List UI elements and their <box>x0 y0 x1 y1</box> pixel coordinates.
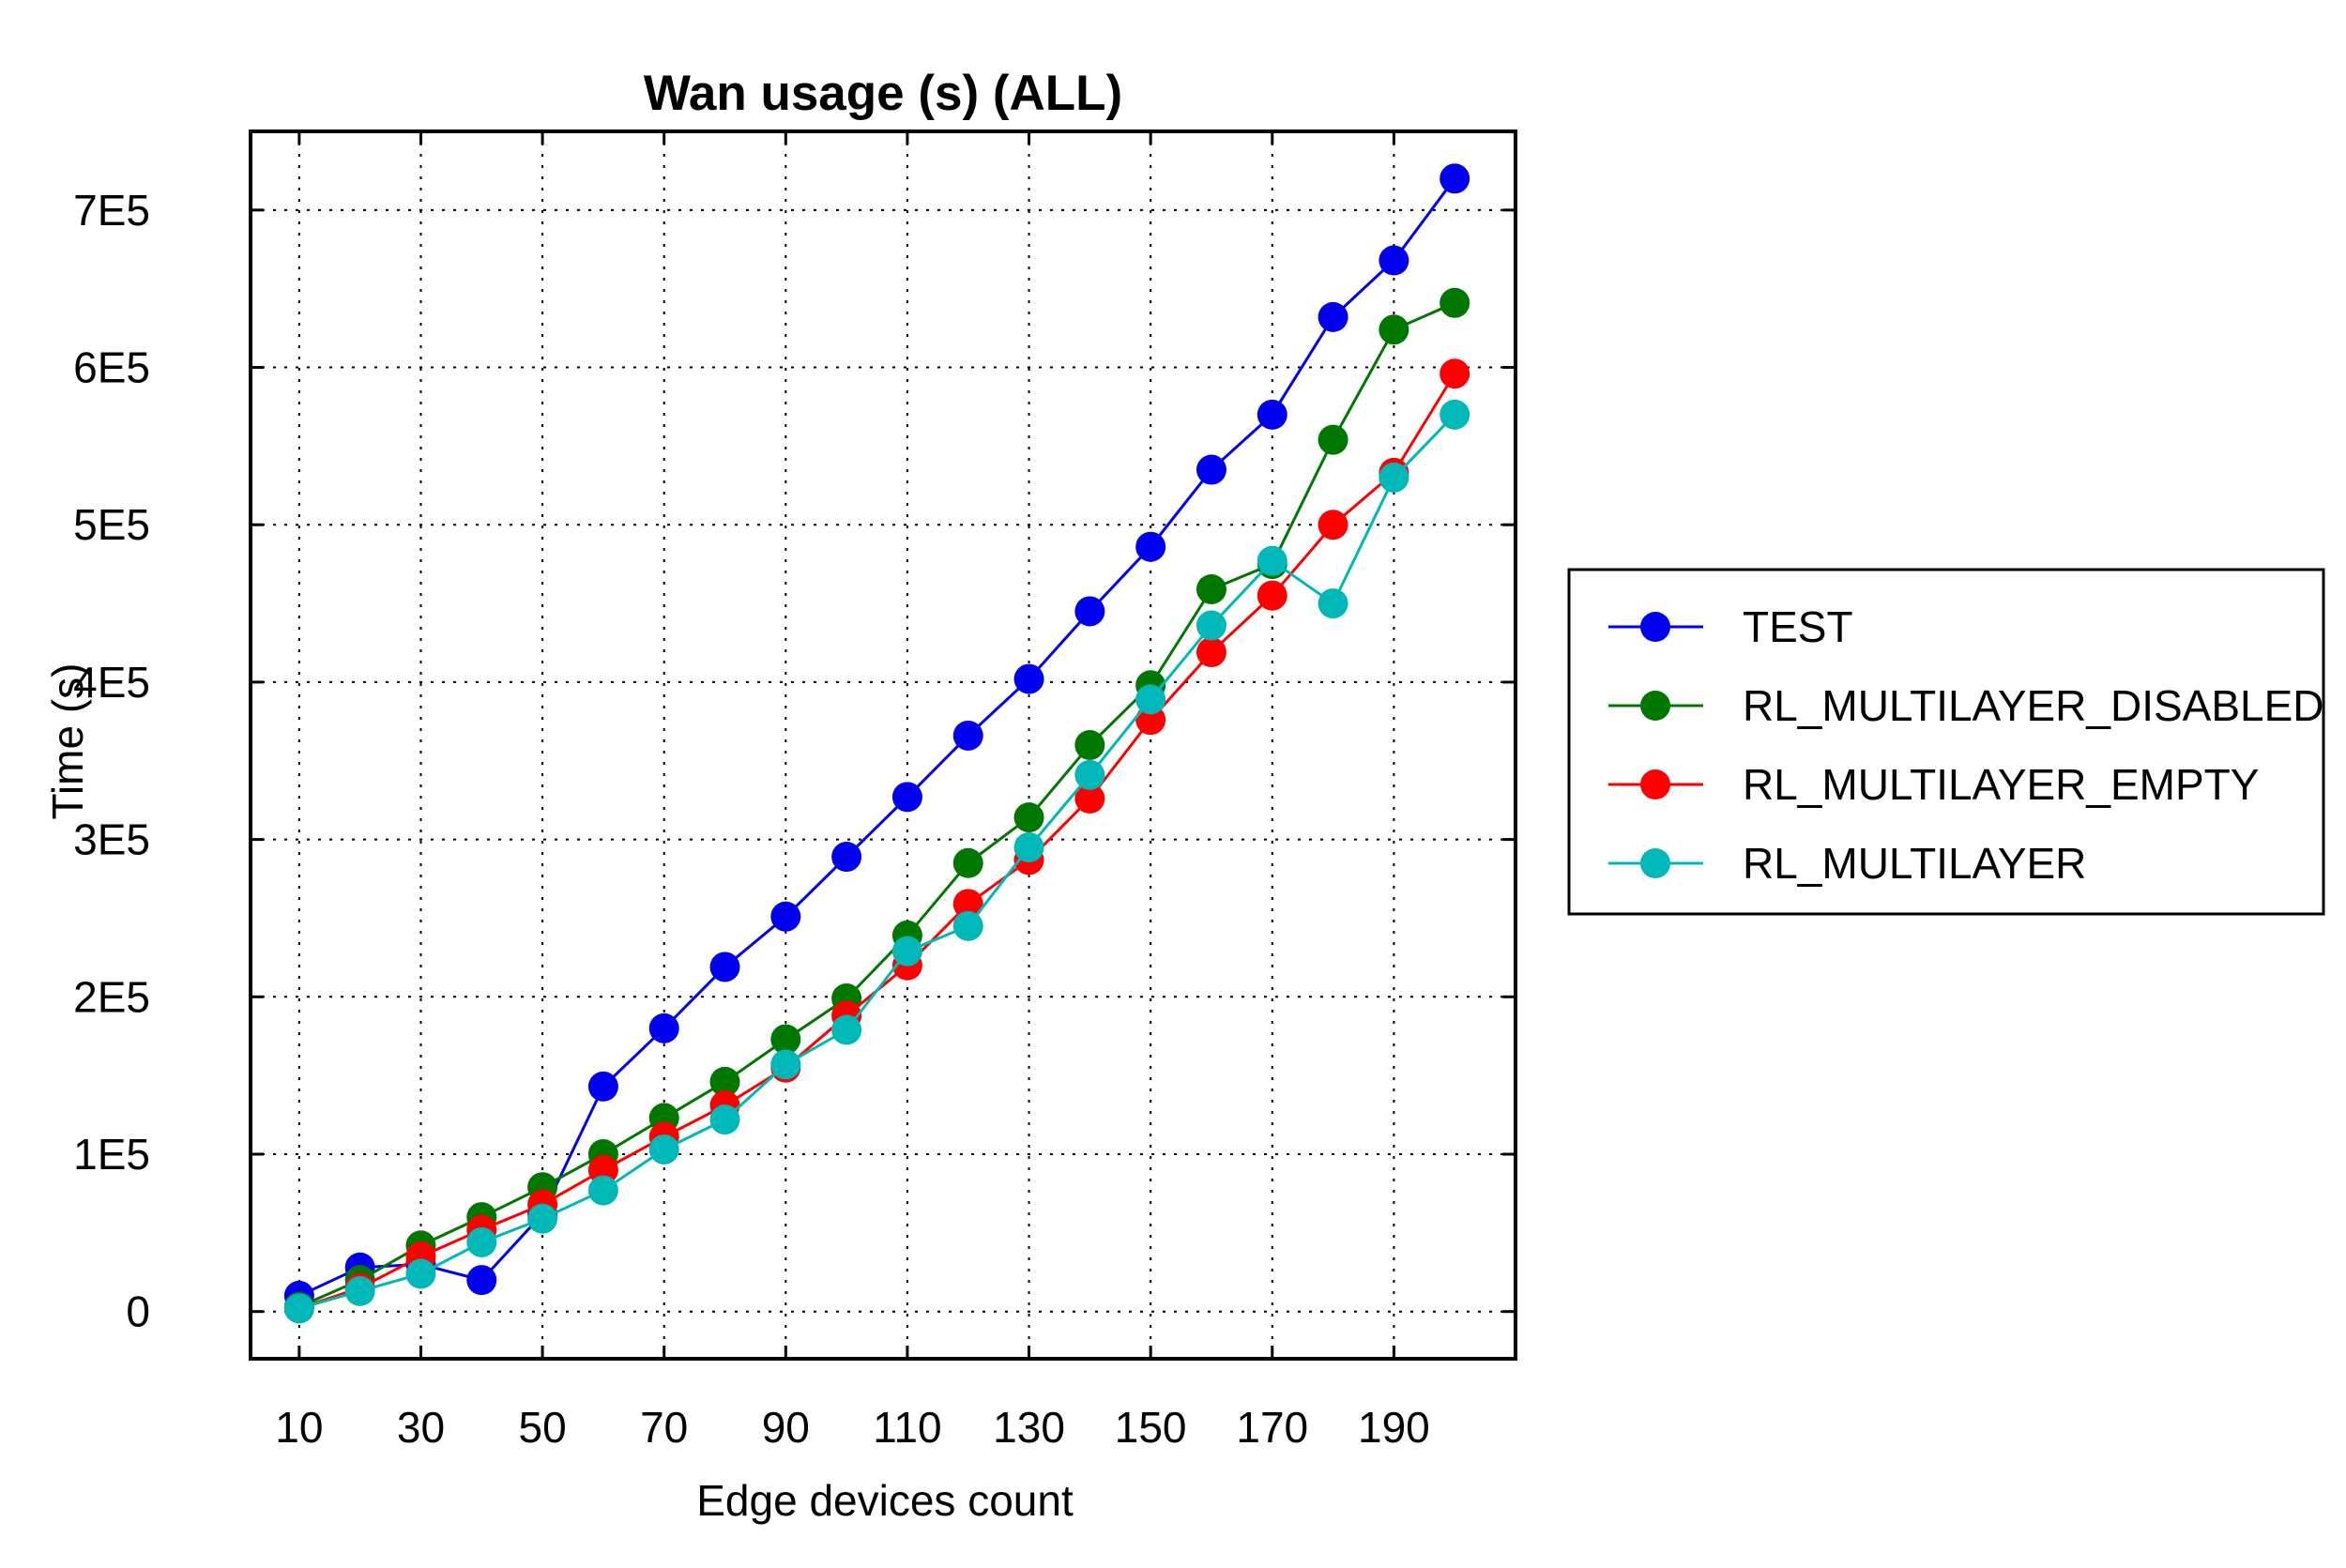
x-tick-label: 130 <box>993 1403 1065 1452</box>
legend-marker <box>1640 848 1670 878</box>
x-tick-label: 190 <box>1358 1403 1430 1452</box>
data-point <box>587 1071 618 1102</box>
data-point <box>709 951 740 982</box>
y-tick-label: 3E5 <box>73 815 150 864</box>
data-point <box>1135 684 1166 715</box>
legend: TEST RL_MULTILAYER_DISABLED RL_MULTILAYER_… <box>1567 568 2325 916</box>
data-point <box>831 842 862 873</box>
y-tick-label: 0 <box>126 1287 150 1336</box>
x-axis-label: Edge devices count <box>696 1476 1074 1525</box>
legend-item: TEST <box>1608 602 1853 651</box>
data-point <box>1440 287 1470 318</box>
y-tick-label: 5E5 <box>73 500 150 549</box>
data-point <box>1318 301 1348 332</box>
data-point <box>952 889 983 920</box>
data-point <box>405 1258 436 1289</box>
data-point <box>1440 163 1470 194</box>
data-point <box>952 910 983 941</box>
data-point <box>648 1012 679 1043</box>
data-point <box>770 901 801 932</box>
x-tick-label: 10 <box>275 1403 323 1452</box>
data-point <box>1440 358 1470 389</box>
data-point <box>891 936 922 967</box>
x-tick-label: 110 <box>873 1403 941 1452</box>
data-point <box>1074 596 1105 627</box>
data-point <box>1318 424 1348 455</box>
series-line <box>298 413 1456 1310</box>
series-layer <box>283 163 1470 1324</box>
legend-label: RL_MULTILAYER <box>1743 839 2086 888</box>
data-point <box>770 1049 801 1080</box>
legend-item: RL_MULTILAYER_DISABLED <box>1608 681 2324 730</box>
x-tick-label: 50 <box>518 1403 566 1452</box>
data-point <box>1379 245 1409 276</box>
data-point <box>831 1014 862 1045</box>
data-point <box>1074 784 1105 814</box>
legend-item: RL_MULTILAYER_EMPTY <box>1608 760 2259 809</box>
data-point <box>527 1203 558 1234</box>
data-point <box>283 1293 314 1324</box>
data-point <box>1074 730 1105 760</box>
y-tick-label: 4E5 <box>73 658 150 707</box>
x-tick-label: 150 <box>1115 1403 1187 1452</box>
plot-frame <box>249 129 1517 1361</box>
data-point <box>1318 510 1348 540</box>
data-point <box>1135 531 1166 562</box>
data-point <box>1196 573 1226 604</box>
data-point <box>1257 580 1287 611</box>
data-point <box>770 1024 801 1055</box>
chart-title: Wan usage (s) (ALL) <box>644 66 1122 121</box>
data-point <box>1440 399 1470 430</box>
data-point <box>1318 588 1348 619</box>
axis-ticks: 10 30 50 70 90 110 130 150 170 190 0 1E5 2E5 3E5 4E5 5E… <box>73 131 1516 1452</box>
series-test <box>283 163 1470 1311</box>
legend-label: RL_MULTILAYER_DISABLED <box>1743 681 2324 730</box>
legend-marker <box>1640 691 1670 721</box>
x-tick-label: 170 <box>1236 1403 1308 1452</box>
data-point <box>1196 454 1226 485</box>
data-point <box>952 847 983 878</box>
data-point <box>1074 759 1105 790</box>
data-point <box>587 1175 618 1206</box>
data-point <box>344 1275 375 1306</box>
y-tick-label: 6E5 <box>73 343 150 392</box>
series-line <box>298 373 1456 1310</box>
legend-item: RL_MULTILAYER <box>1608 839 2086 888</box>
y-tick-label: 7E5 <box>73 186 150 235</box>
data-point <box>1379 314 1409 345</box>
data-point <box>1379 462 1409 493</box>
y-axis-label: Time (s) <box>43 663 92 820</box>
data-point <box>891 782 922 813</box>
x-tick-label: 70 <box>640 1403 688 1452</box>
data-point <box>1013 663 1044 694</box>
legend-marker <box>1640 612 1670 642</box>
data-point <box>466 1265 497 1296</box>
data-point <box>648 1134 679 1165</box>
data-point <box>1196 637 1226 668</box>
data-point <box>1196 610 1226 641</box>
series-rl-multilayer-empty <box>283 358 1470 1324</box>
data-point <box>466 1226 497 1257</box>
data-point <box>952 720 983 751</box>
series-line <box>298 177 1456 1298</box>
y-tick-label: 1E5 <box>73 1130 150 1179</box>
data-point <box>1013 832 1044 862</box>
legend-label: RL_MULTILAYER_EMPTY <box>1743 760 2259 809</box>
data-point <box>1257 399 1287 430</box>
series-rl-multilayer-disabled <box>283 287 1470 1322</box>
data-point <box>709 1104 740 1135</box>
series-line <box>298 301 1455 1309</box>
data-point <box>709 1066 740 1097</box>
legend-marker <box>1640 769 1670 799</box>
y-tick-label: 2E5 <box>73 972 150 1021</box>
x-tick-label: 90 <box>762 1403 810 1452</box>
legend-label: TEST <box>1743 602 1853 651</box>
data-point <box>1013 802 1044 833</box>
x-tick-label: 30 <box>397 1403 445 1452</box>
data-point <box>1257 545 1287 576</box>
series-rl-multilayer <box>283 399 1470 1324</box>
